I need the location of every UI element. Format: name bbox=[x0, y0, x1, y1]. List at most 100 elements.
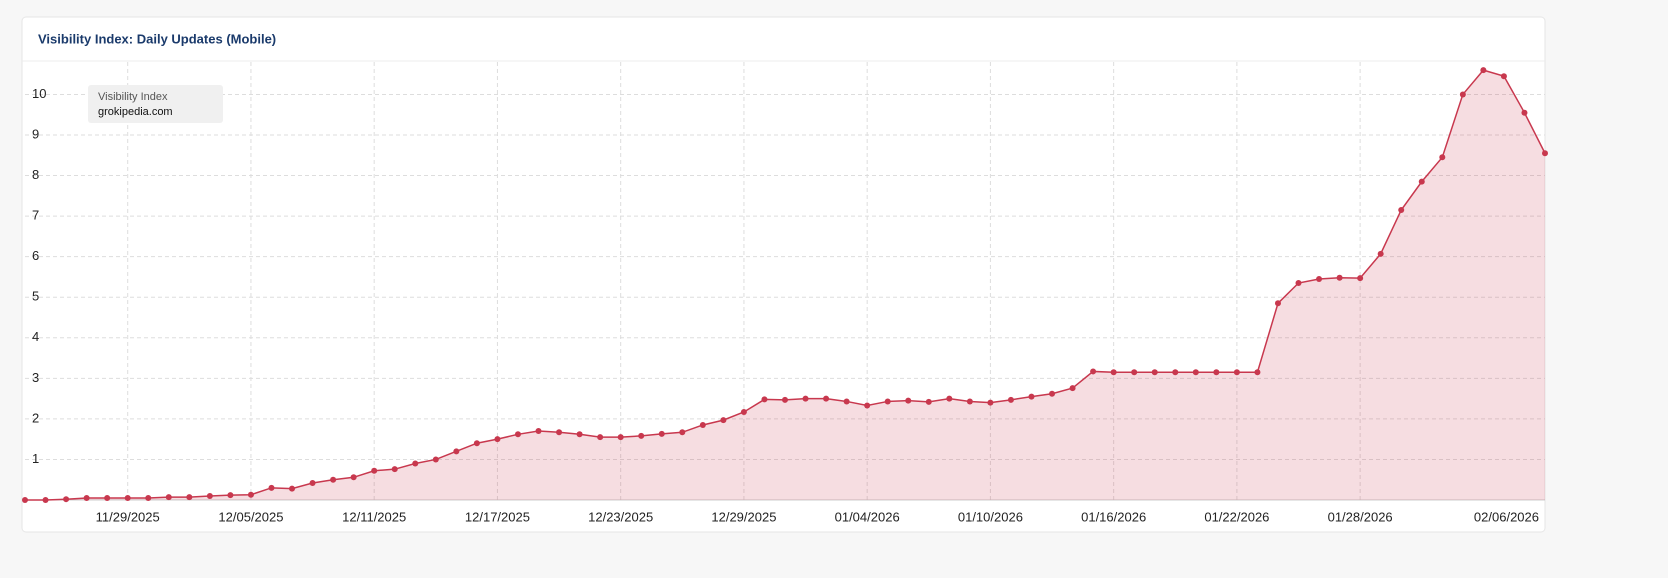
data-point bbox=[1192, 369, 1199, 376]
y-tick-label: 9 bbox=[32, 126, 39, 141]
data-point bbox=[1459, 91, 1466, 98]
data-point bbox=[946, 395, 953, 402]
legend-box bbox=[88, 85, 223, 123]
x-tick-label: 01/10/2026 bbox=[958, 509, 1023, 524]
data-point bbox=[1233, 369, 1240, 376]
data-point bbox=[740, 408, 747, 415]
data-point bbox=[597, 434, 604, 441]
x-tick-label: 12/29/2025 bbox=[711, 509, 776, 524]
data-point bbox=[391, 466, 398, 473]
x-tick-label: 11/29/2025 bbox=[96, 509, 160, 524]
data-point bbox=[1090, 368, 1097, 375]
plot: 1 2 3 4 5 6 7 8 9 10 11/29/2025 12/05/2025 12/11/202… bbox=[22, 62, 1548, 524]
data-point bbox=[494, 436, 501, 443]
legend-subtitle: grokipedia.com bbox=[98, 106, 173, 118]
data-point bbox=[679, 429, 686, 436]
data-point bbox=[576, 431, 583, 438]
data-point bbox=[1274, 300, 1281, 307]
data-point bbox=[1295, 280, 1302, 287]
data-point bbox=[823, 395, 830, 402]
data-point bbox=[658, 430, 665, 437]
x-tick-label: 01/04/2026 bbox=[835, 509, 900, 524]
x-tick-label: 01/28/2026 bbox=[1328, 509, 1393, 524]
area-fill bbox=[25, 70, 1545, 500]
legend-entry: Visibility Index bbox=[98, 91, 168, 103]
data-point bbox=[206, 492, 213, 499]
data-point bbox=[987, 399, 994, 406]
y-tick-label: 8 bbox=[32, 167, 39, 182]
data-point bbox=[1377, 250, 1384, 257]
y-tick-label: 5 bbox=[32, 289, 39, 304]
data-point bbox=[1480, 67, 1487, 74]
data-point bbox=[371, 467, 378, 474]
data-point bbox=[514, 431, 521, 438]
data-point bbox=[83, 494, 90, 501]
x-tick-label: 01/22/2026 bbox=[1204, 509, 1269, 524]
y-tick-label: 2 bbox=[32, 410, 39, 425]
data-point bbox=[1172, 369, 1179, 376]
data-point bbox=[720, 417, 727, 424]
data-point bbox=[309, 479, 316, 486]
data-point bbox=[1131, 369, 1138, 376]
data-point bbox=[1439, 154, 1446, 161]
data-point bbox=[268, 484, 275, 491]
data-point bbox=[247, 491, 254, 498]
data-point bbox=[864, 402, 871, 409]
y-tick-label: 6 bbox=[32, 248, 39, 263]
data-point bbox=[638, 432, 645, 439]
data-point bbox=[925, 398, 932, 405]
data-point bbox=[1151, 369, 1158, 376]
data-point bbox=[1007, 396, 1014, 403]
data-point bbox=[350, 474, 357, 481]
y-tick-label: 3 bbox=[32, 370, 39, 385]
data-point bbox=[802, 395, 809, 402]
data-point bbox=[843, 398, 850, 405]
data-point bbox=[1110, 369, 1117, 376]
y-tick-label: 7 bbox=[32, 208, 39, 223]
chart-title: Visibility Index: Daily Updates (Mobile) bbox=[38, 31, 276, 46]
data-point bbox=[905, 397, 912, 404]
data-point bbox=[782, 396, 788, 403]
data-point bbox=[453, 448, 460, 455]
data-point bbox=[617, 434, 624, 441]
data-point bbox=[1254, 369, 1261, 376]
data-point bbox=[289, 485, 296, 492]
data-point bbox=[186, 494, 193, 501]
data-point bbox=[42, 497, 49, 503]
y-tick-label: 10 bbox=[32, 86, 46, 101]
x-tick-label: 12/23/2025 bbox=[588, 509, 653, 524]
data-point bbox=[124, 494, 131, 501]
data-point bbox=[1069, 385, 1076, 392]
data-point bbox=[1398, 207, 1405, 214]
x-tick-label: 02/06/2026 bbox=[1474, 509, 1539, 524]
data-point bbox=[761, 396, 768, 403]
y-tick-label: 1 bbox=[32, 451, 39, 466]
data-point bbox=[145, 494, 152, 501]
data-point bbox=[22, 497, 28, 503]
x-tick-label: 12/11/2025 bbox=[342, 509, 406, 524]
data-point bbox=[63, 496, 70, 503]
data-point bbox=[1316, 275, 1323, 282]
data-point bbox=[330, 476, 337, 483]
data-point bbox=[966, 398, 973, 405]
x-tick-label: 12/17/2025 bbox=[465, 509, 530, 524]
card bbox=[21, 16, 1546, 533]
data-point bbox=[1521, 109, 1528, 116]
data-point bbox=[104, 494, 111, 501]
data-point bbox=[699, 421, 706, 428]
data-point bbox=[1357, 275, 1364, 282]
data-point bbox=[1049, 390, 1056, 397]
data-point bbox=[412, 460, 419, 467]
data-point bbox=[432, 456, 439, 463]
data-point bbox=[1028, 393, 1035, 400]
data-point bbox=[884, 398, 891, 405]
data-point bbox=[1500, 73, 1507, 80]
data-point bbox=[473, 440, 480, 447]
x-tick-label: 12/05/2025 bbox=[218, 509, 283, 524]
data-point bbox=[227, 492, 234, 499]
y-tick-label: 4 bbox=[32, 329, 39, 344]
data-point bbox=[165, 494, 172, 501]
data-point bbox=[1336, 274, 1343, 281]
